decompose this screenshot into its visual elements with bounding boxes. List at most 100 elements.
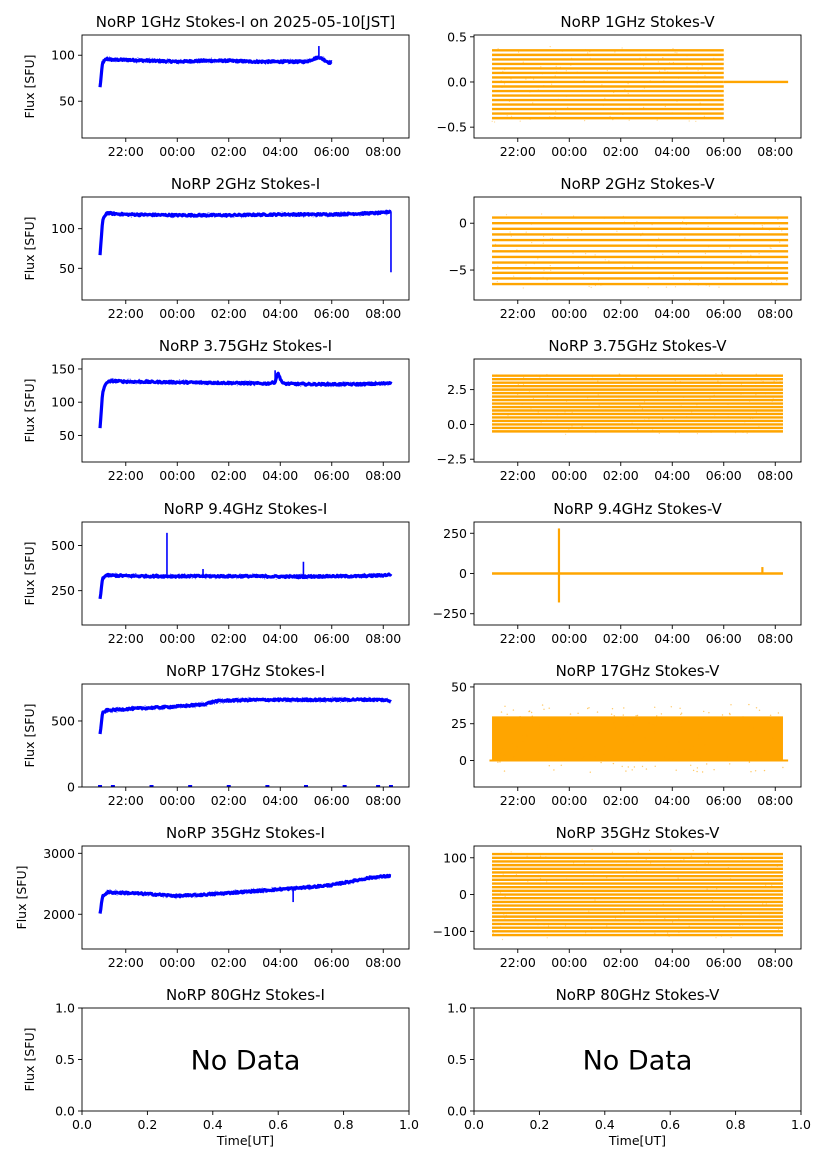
data-point [592,409,594,411]
data-point [297,578,300,580]
data-point [225,215,227,217]
stokes-i-series [98,371,393,429]
data-point [203,384,205,386]
data-point [214,62,216,64]
data-point [295,577,297,579]
data-point [771,392,773,394]
data-point [711,900,714,902]
data-point [529,91,531,93]
data-point [707,851,709,854]
data-point [551,915,554,917]
data-point [110,709,112,712]
data-point [289,701,291,703]
y-tick-label: 0.0 [55,1104,75,1119]
y-tick-label: 2.5 [447,382,467,397]
data-point [765,884,767,886]
data-point [100,728,102,730]
x-tick-label: 00:00 [159,631,195,646]
data-point [710,396,713,398]
data-point [327,216,329,218]
data-point [300,573,302,575]
data-point [765,720,768,722]
data-point [653,724,655,726]
data-point [185,707,187,709]
data-point [522,383,525,385]
data-point [676,100,678,102]
data-point [698,734,700,736]
data-point [249,379,251,382]
data-point [624,266,626,268]
panel-v1: NoRP 1GHz Stokes-V−0.50.00.522:00 00:00 02… [437,13,802,159]
data-point [679,405,681,407]
data-point [719,878,721,880]
data-point [261,890,263,892]
data-point [146,379,148,381]
data-point [327,381,329,383]
data-point [256,887,258,890]
data-point [329,573,331,575]
data-point [261,887,263,889]
data-point [657,390,659,392]
data-point [501,53,503,55]
data-point [622,876,624,878]
data-point [696,82,698,84]
data-point [524,721,526,723]
y-tick-label: 50 [59,428,75,443]
data-point [374,380,376,382]
data-point [235,578,238,580]
x-tick-label: 04:00 [262,468,298,483]
data-point [151,215,153,217]
data-point [749,417,751,419]
data-point [351,573,353,576]
data-point [573,278,575,280]
data-point [192,213,194,215]
data-point [198,893,200,895]
data-point [200,381,202,383]
data-point [554,75,556,77]
data-point [255,892,257,894]
data-point [142,59,144,61]
data-point [497,908,499,910]
data-point [771,737,774,739]
axes-frame [81,683,410,788]
data-point [330,386,332,388]
data-point [534,898,536,900]
stokes-i-series [98,697,392,735]
data-point [207,214,209,216]
data-point [761,224,763,227]
data-point [361,214,363,216]
data-point [591,748,593,750]
y-tick-label: −2.5 [437,452,467,467]
data-point [173,382,175,385]
data-point [335,698,337,700]
data-point [301,382,303,384]
data-point [557,98,559,100]
data-point [279,886,281,888]
data-point [508,100,510,102]
x-tick-label: 00:00 [551,631,587,646]
data-point [627,766,629,768]
data-point [566,878,568,880]
data-point [697,69,699,71]
data-point [683,218,685,220]
y-axis-label: Flux [SFU] [22,542,37,606]
x-tick-label: 02:00 [211,793,247,808]
data-point [119,214,121,216]
data-point [642,232,644,234]
data-point [555,117,558,119]
x-tick-label: 08:00 [757,955,793,970]
data-point [177,896,179,898]
data-point [658,875,661,877]
data-point [504,917,506,919]
data-point [755,394,757,396]
data-point [648,722,650,724]
data-point [180,58,182,60]
data-point [510,851,512,853]
data-point [163,708,166,710]
data-point [675,919,677,921]
data-point [513,275,515,277]
panel-title: NoRP 3.75GHz Stokes-V [548,337,727,355]
axes-frame [473,34,802,139]
